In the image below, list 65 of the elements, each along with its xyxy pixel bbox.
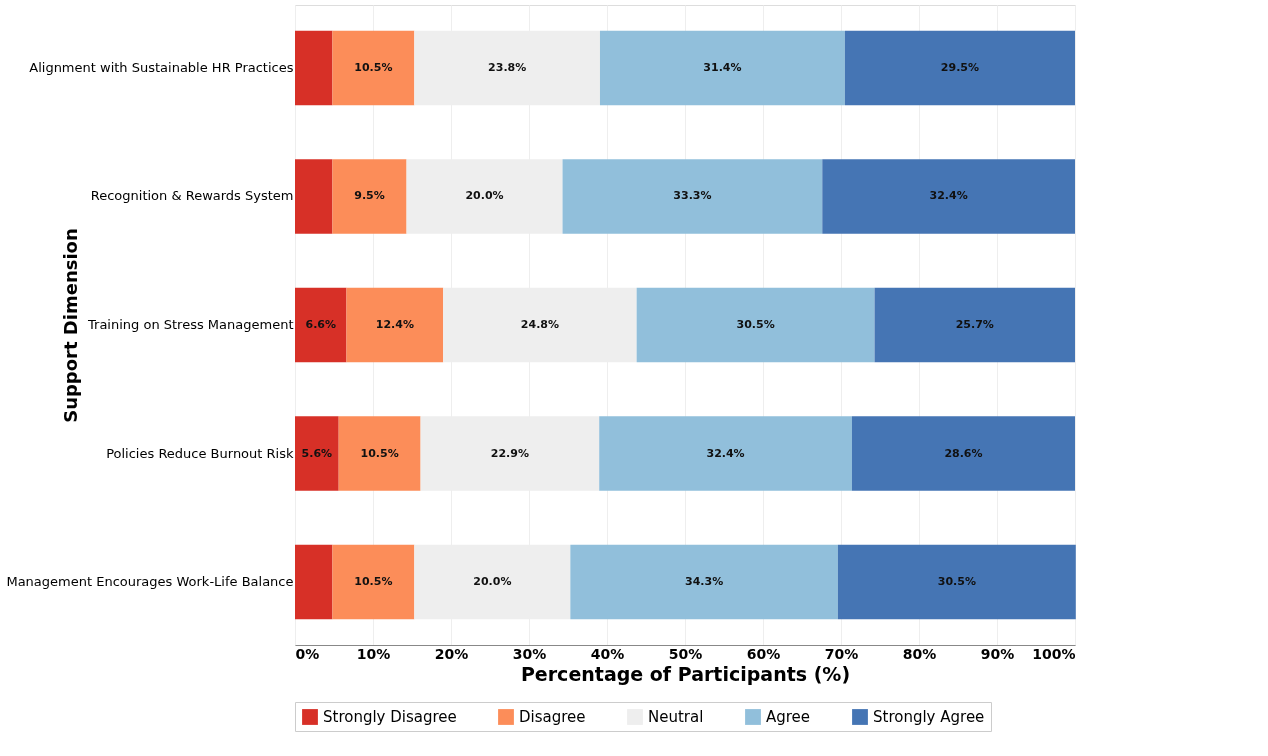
data-label: 32.4% bbox=[706, 446, 745, 460]
bar bbox=[822, 159, 1075, 234]
legend-label: Strongly Disagree bbox=[323, 708, 457, 726]
bar bbox=[295, 287, 347, 363]
bar bbox=[332, 544, 415, 620]
data-label: 6.6% bbox=[305, 318, 336, 331]
data-label: 22.9% bbox=[490, 446, 529, 460]
x-tick-label: 100% bbox=[1032, 645, 1076, 662]
legend-label: Disagree bbox=[519, 708, 586, 726]
data-label: 28.6% bbox=[944, 446, 983, 460]
x-tick-label: 50% bbox=[668, 645, 703, 662]
x-tick-label: 20% bbox=[434, 645, 469, 662]
bar bbox=[599, 30, 845, 106]
y-tick-label: Recognition & Rewards System bbox=[90, 188, 294, 204]
data-label: 10.5% bbox=[354, 60, 393, 74]
legend-label: Strongly Agree bbox=[873, 708, 985, 726]
data-label: 23.8% bbox=[488, 60, 527, 74]
legend-label: Agree bbox=[766, 708, 811, 726]
bar bbox=[837, 544, 1076, 620]
data-label: 10.5% bbox=[354, 575, 393, 589]
x-tick-label: 0% bbox=[295, 645, 320, 662]
data-label: 12.4% bbox=[375, 318, 414, 331]
data-label: 9.5% bbox=[354, 189, 385, 203]
x-tick-label: 10% bbox=[356, 645, 391, 662]
data-label: 20.0% bbox=[465, 189, 504, 203]
data-label: 5.6% bbox=[301, 446, 333, 460]
bar bbox=[332, 30, 415, 106]
bar bbox=[338, 416, 421, 491]
data-label: 24.8% bbox=[520, 318, 560, 331]
x-tick-label: 30% bbox=[512, 645, 547, 662]
bar bbox=[844, 30, 1075, 106]
data-label: 34.3% bbox=[685, 575, 724, 589]
bar bbox=[874, 287, 1075, 363]
bar bbox=[295, 416, 339, 491]
y-tick-label: Training on Stress Management bbox=[87, 317, 294, 332]
x-axis-title: Percentage of Participants (%) bbox=[520, 662, 851, 685]
data-label: 25.7% bbox=[955, 318, 994, 331]
y-tick-label: Alignment with Sustainable HR Practices bbox=[29, 59, 294, 75]
bar bbox=[295, 30, 333, 106]
bar bbox=[332, 159, 407, 234]
x-tick-label: 60% bbox=[746, 645, 781, 662]
bar bbox=[346, 287, 444, 363]
x-tick-label: 70% bbox=[824, 645, 859, 662]
bar bbox=[295, 544, 333, 620]
bar bbox=[599, 416, 852, 491]
bar bbox=[562, 159, 823, 234]
data-label: 20.0% bbox=[473, 575, 512, 589]
data-label: 29.5% bbox=[940, 60, 980, 74]
bar bbox=[851, 416, 1075, 491]
data-label: 10.5% bbox=[360, 446, 399, 460]
data-label: 30.5% bbox=[736, 318, 775, 331]
legend-label: Neutral bbox=[648, 708, 704, 726]
bar bbox=[636, 287, 875, 363]
data-label: 31.4% bbox=[703, 60, 742, 74]
y-tick-label: Management Encourages Work-Life Balance bbox=[6, 574, 294, 590]
data-label: 30.5% bbox=[937, 575, 976, 589]
data-label: 33.3% bbox=[673, 189, 712, 203]
y-tick-label: Policies Reduce Burnout Risk bbox=[106, 445, 294, 461]
data-label: 32.4% bbox=[929, 189, 968, 203]
x-tick-label: 80% bbox=[902, 645, 937, 662]
y-axis-title: Support Dimension bbox=[59, 228, 81, 423]
bar bbox=[295, 159, 333, 234]
bar bbox=[570, 544, 838, 620]
x-tick-label: 40% bbox=[590, 645, 625, 662]
x-tick-label: 90% bbox=[980, 645, 1015, 662]
